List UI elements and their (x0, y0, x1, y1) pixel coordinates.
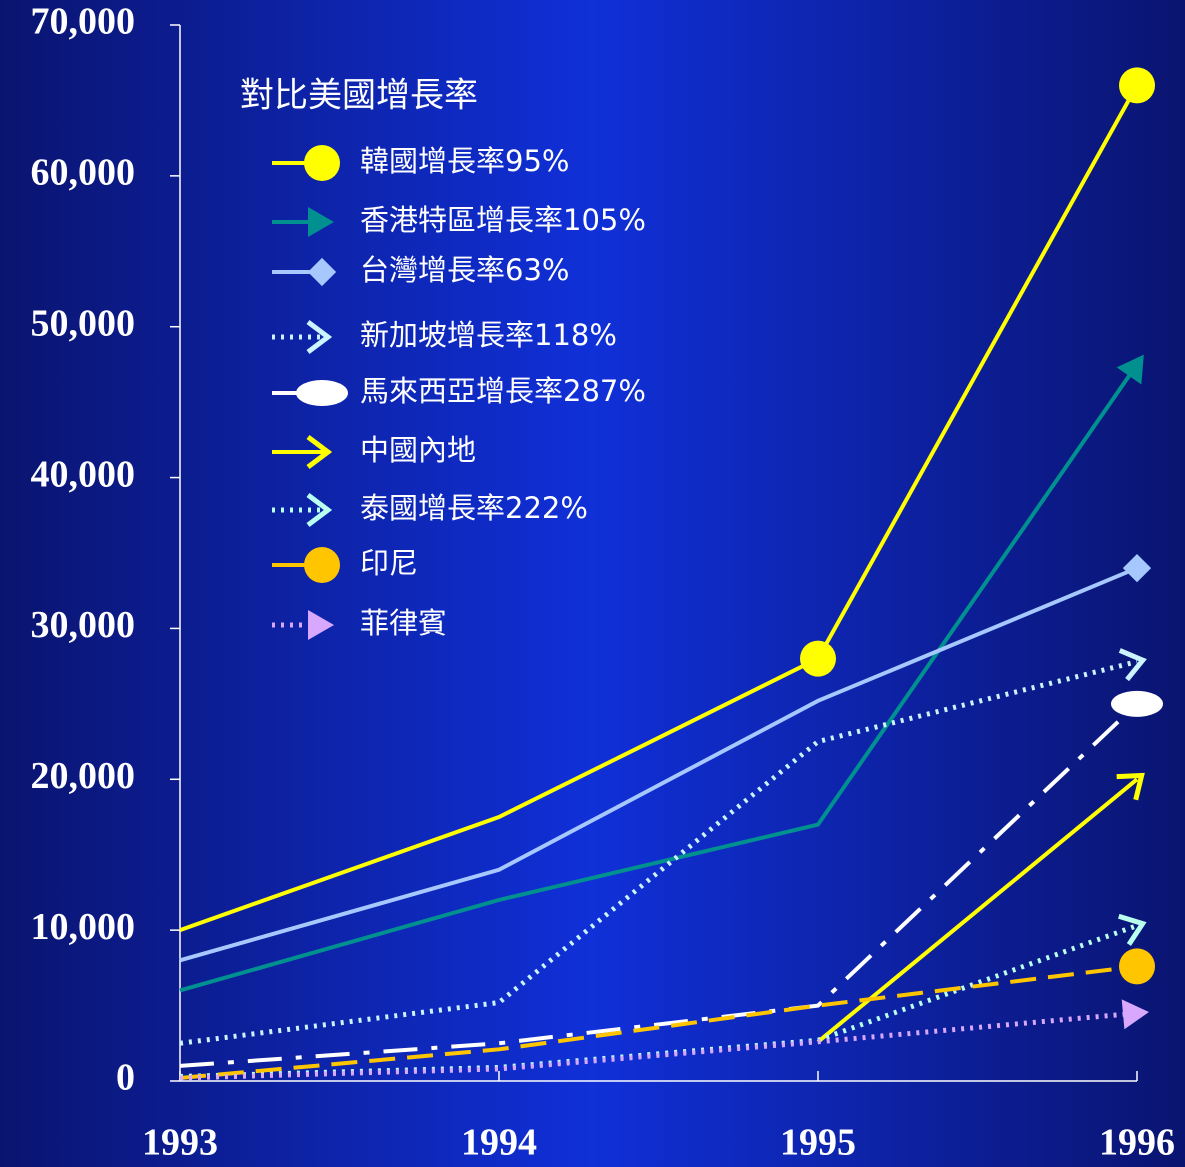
series-marker (1111, 690, 1163, 717)
series-marker (1119, 67, 1155, 104)
x-tick-label: 1996 (1099, 1122, 1175, 1164)
legend-marker (306, 320, 333, 354)
series-marker (1118, 913, 1147, 946)
series-marker (1116, 772, 1145, 801)
y-tick-label: 70,000 (31, 1, 136, 43)
y-tick-label: 0 (116, 1057, 135, 1099)
x-tick-label: 1994 (461, 1122, 537, 1164)
legend-label: 韓國增長率95% (360, 144, 569, 178)
legend-label: 中國內地 (360, 433, 476, 467)
x-tick-label: 1995 (780, 1122, 856, 1164)
y-tick-label: 60,000 (31, 152, 136, 194)
x-tick-label: 1993 (142, 1122, 218, 1164)
legend-title: 對比美國增長率 (240, 76, 478, 116)
y-tick-label: 10,000 (31, 906, 136, 948)
y-tick-label: 40,000 (31, 453, 136, 495)
legend-marker (296, 380, 348, 406)
legend-label: 泰國增長率222% (360, 491, 588, 525)
legend-label: 印尼 (360, 546, 418, 580)
legend-label: 新加坡增長率118% (360, 318, 617, 352)
series-line (179, 84, 1139, 933)
series-marker (1118, 648, 1147, 682)
series-line (179, 566, 1138, 963)
legend-label: 馬來西亞增長率287% (360, 374, 646, 408)
y-tick-label: 20,000 (31, 755, 136, 797)
series-marker (800, 640, 836, 677)
legend-marker (306, 435, 333, 469)
legend-label: 台灣增長率63% (360, 253, 569, 287)
series-line (179, 964, 1138, 1080)
legend-marker (304, 547, 340, 583)
legend-marker (308, 610, 334, 640)
series-line (179, 702, 1139, 1068)
legend-label: 菲律賓 (360, 606, 447, 640)
legend-marker (308, 207, 334, 237)
y-tick-label: 30,000 (31, 604, 136, 646)
series-marker (1121, 999, 1149, 1030)
legend-marker (307, 257, 337, 287)
series-marker (1116, 354, 1144, 385)
y-tick-label: 50,000 (31, 302, 136, 344)
legend-marker (304, 145, 340, 181)
series-marker (1119, 948, 1155, 985)
series-line (179, 1010, 1138, 1081)
series-marker (1122, 553, 1152, 583)
legend-marker (306, 493, 333, 527)
legend-label: 香港特區增長率105% (360, 203, 646, 237)
series-line (179, 363, 1139, 993)
